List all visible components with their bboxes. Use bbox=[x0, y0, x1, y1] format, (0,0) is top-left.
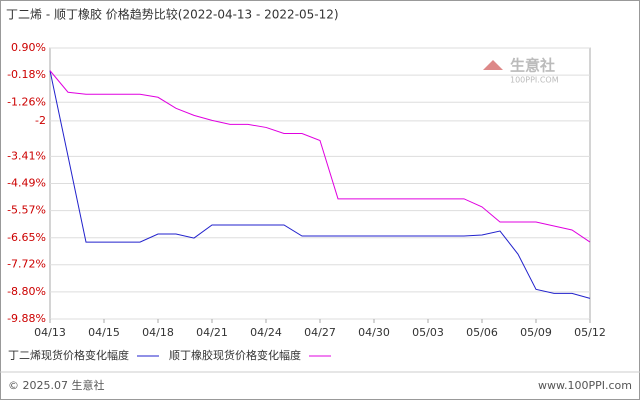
x-tick-label: 04/13 bbox=[34, 326, 66, 339]
x-tick-label: 05/06 bbox=[466, 326, 498, 339]
legend-label: 丁二烯现货价格变化幅度 bbox=[8, 348, 129, 362]
y-tick-label: -2 bbox=[35, 114, 46, 127]
x-tick-label: 04/21 bbox=[196, 326, 228, 339]
series-line bbox=[49, 70, 591, 243]
y-tick-label: -9.88% bbox=[7, 312, 46, 325]
y-tick-label: 0.90% bbox=[11, 41, 46, 54]
x-tick-label: 04/24 bbox=[250, 326, 282, 339]
watermark-logo bbox=[483, 60, 503, 70]
watermark: 生意社 100PPI.COM bbox=[483, 57, 559, 85]
y-tick-label: -0.18% bbox=[7, 68, 46, 81]
x-tick-label: 05/12 bbox=[574, 326, 606, 339]
footer-right: www.100PPI.com bbox=[538, 379, 632, 392]
y-tick-label: -8.80% bbox=[7, 285, 46, 298]
y-tick-label: -6.65% bbox=[7, 231, 46, 244]
legend-label: 顺丁橡胶现货价格变化幅度 bbox=[169, 348, 301, 362]
x-tick-label: 04/15 bbox=[88, 326, 120, 339]
x-tick-label: 05/09 bbox=[520, 326, 552, 339]
x-tick-label: 04/18 bbox=[142, 326, 174, 339]
y-tick-label: -5.57% bbox=[7, 204, 46, 217]
footer-left: © 2025.07 生意社 bbox=[8, 378, 104, 392]
x-tick-label: 05/03 bbox=[412, 326, 444, 339]
y-tick-label: -1.26% bbox=[7, 95, 46, 108]
x-tick-label: 04/27 bbox=[304, 326, 336, 339]
watermark-name: 生意社 bbox=[510, 57, 555, 75]
chart-title: 丁二烯 - 顺丁橡胶 价格趋势比较(2022-04-13 - 2022-05-1… bbox=[6, 7, 339, 22]
x-tick-label: 04/30 bbox=[358, 326, 390, 339]
y-tick-label: -3.41% bbox=[7, 149, 46, 162]
y-tick-label: -4.49% bbox=[7, 177, 46, 190]
y-tick-label: -7.72% bbox=[7, 258, 46, 271]
series-line bbox=[49, 70, 591, 299]
watermark-url: 100PPI.COM bbox=[510, 76, 559, 85]
